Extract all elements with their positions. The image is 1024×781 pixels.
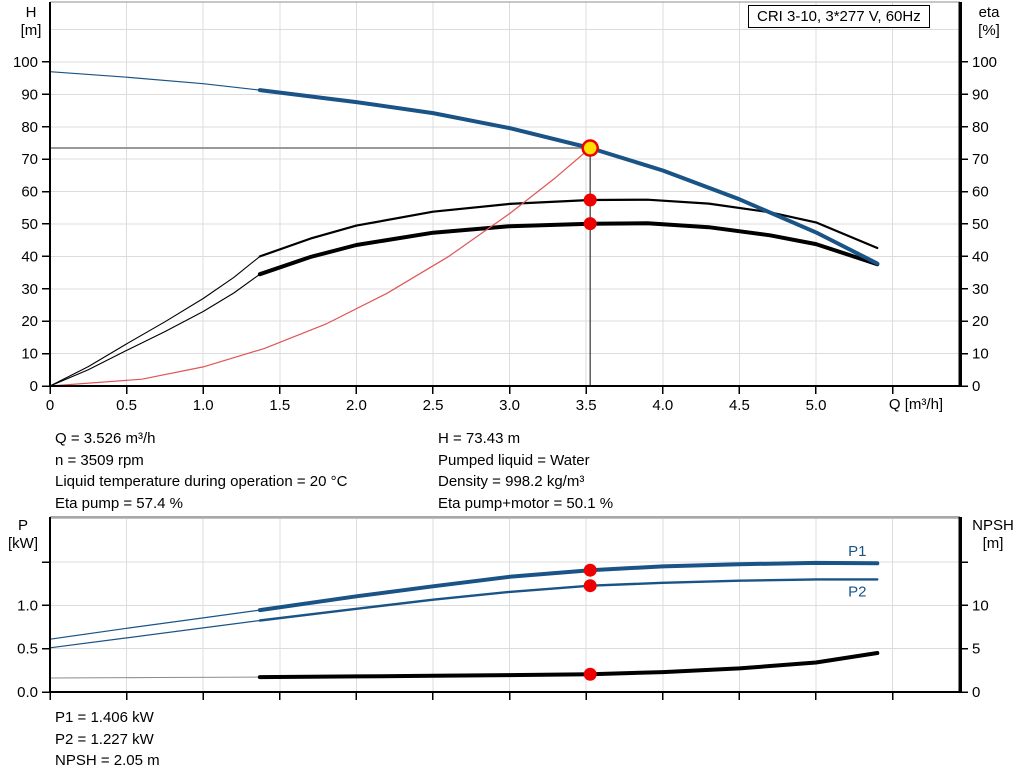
- y2-axis-title-npsh-line2: [m]: [982, 535, 1004, 552]
- p2-curve: [258, 578, 879, 622]
- power-info: P1 = 1.406 kW P2 = 1.227 kW NPSH = 2.05 …: [55, 707, 160, 772]
- x-axis-tick-label: 3.0: [499, 397, 520, 414]
- y-axis-title-head: H [m]: [6, 4, 56, 40]
- info-line-npsh: NPSH = 2.05 m: [55, 752, 160, 769]
- x-axis-unit-label: Q [m³/h]: [888, 396, 944, 413]
- y2-axis-title-eta-line1: eta: [978, 4, 1000, 21]
- x-axis-tick-label: 5.0: [806, 397, 827, 414]
- y-axis-tick-label: 0.5: [17, 641, 38, 658]
- y-axis-title-head-line2: [m]: [20, 22, 42, 39]
- y-axis-tick-label: 80: [972, 119, 989, 136]
- p1-duty-dot: [583, 563, 597, 577]
- y-axis-tick-label: 0: [972, 378, 980, 395]
- y-axis-tick-label: 70: [972, 151, 989, 168]
- y-axis-tick-label: 100: [972, 54, 997, 71]
- y-axis-tick-label: 90: [972, 86, 989, 103]
- npsh-curve: [257, 651, 880, 680]
- p2-duty-dot: [583, 579, 597, 593]
- x-axis-tick-label: 4.5: [729, 397, 750, 414]
- y-axis-tick-label: 30: [21, 281, 38, 298]
- y-axis-tick-label: 70: [21, 151, 38, 168]
- eta-pump-motor-curve: [257, 221, 880, 277]
- y-axis-tick-label: 50: [972, 216, 989, 233]
- y-axis-tick-label: 10: [972, 346, 989, 363]
- y-axis-tick-label: 50: [21, 216, 38, 233]
- info-line-head: H = 73.43 m: [438, 430, 521, 447]
- y-axis-tick-label: 10: [972, 597, 989, 614]
- head-curve-thin: [49, 71, 261, 91]
- y-axis-title-power-line2: [kW]: [8, 535, 38, 552]
- info-line-liquid-temp: Liquid temperature during operation = 20…: [55, 473, 348, 490]
- system-curve: [49, 147, 591, 387]
- y-axis-title-head-line1: H: [25, 4, 37, 21]
- y-axis-tick-label: 100: [13, 54, 38, 71]
- info-line-pumped-liquid: Pumped liquid = Water: [438, 451, 590, 469]
- info-line-q: Q = 3.526 m³/h: [55, 430, 156, 447]
- chart-title-box: CRI 3-10, 3*277 V, 60Hz: [748, 5, 930, 28]
- x-axis-tick-label: 2.0: [346, 397, 367, 414]
- y-axis-title-power: P [kW]: [0, 517, 46, 553]
- npsh-curve-thin: [49, 676, 261, 679]
- x-axis-tick-label: 2.5: [423, 397, 444, 414]
- p1-curve-thin: [49, 609, 261, 640]
- power-npsh-chart: 0.0 0.5 1.0 0 5 10 P1 P2: [17, 515, 989, 701]
- x-axis-tick-label: 0: [46, 397, 54, 414]
- eta-pump-curve-thin: [49, 255, 261, 387]
- y-axis-tick-label: 0: [972, 684, 980, 701]
- info-line-eta-pump-motor: Eta pump+motor = 50.1 %: [438, 494, 614, 512]
- hq-eta-chart: 0 0.5 1.0 1.5 2.0 2.5 3.0 3.5 4.0 4.5 5.0 0 10 20 30 40…: [13, 1, 997, 414]
- p2-curve-thin: [49, 619, 261, 649]
- info-line-speed: n = 3509 rpm: [55, 451, 144, 469]
- p2-curve-label: P2: [848, 584, 866, 601]
- eta-pump-duty-dot: [583, 193, 597, 207]
- x-axis-tick-label: 1.0: [193, 397, 214, 414]
- eta-pump-motor-curve-thin: [49, 273, 261, 387]
- info-line-p1: P1 = 1.406 kW: [55, 709, 154, 726]
- x-axis-tick-label: 0.5: [116, 397, 137, 414]
- y-axis-tick-label: 30: [972, 281, 989, 298]
- y2-axis-title-npsh-line1: NPSH: [972, 517, 1014, 534]
- duty-point[interactable]: [581, 139, 599, 157]
- x-axis-tick-label: 3.5: [576, 397, 597, 414]
- x-axis-tick-label: 4.0: [652, 397, 673, 414]
- y2-axis-title-eta: eta [%]: [963, 4, 1015, 40]
- eta-pump-motor-duty-dot: [583, 217, 597, 231]
- info-line-p2: P2 = 1.227 kW: [55, 730, 154, 748]
- y-axis-tick-label: 80: [21, 119, 38, 136]
- y-axis-tick-label: 40: [21, 248, 38, 265]
- x-axis-tick-label: 1.5: [269, 397, 290, 414]
- y-axis-tick-label: 5: [972, 641, 980, 658]
- info-line-eta-pump: Eta pump = 57.4 %: [55, 494, 183, 512]
- y-axis-title-power-line1: P: [17, 517, 28, 534]
- y-axis-tick-label: 0: [30, 378, 38, 395]
- npsh-duty-dot: [583, 667, 597, 681]
- y2-axis-title-npsh: NPSH [m]: [965, 517, 1021, 553]
- y-axis-tick-label: 1.0: [17, 597, 38, 614]
- y-axis-tick-label: 60: [972, 184, 989, 201]
- y-axis-tick-label: 40: [972, 248, 989, 265]
- p1-curve-label: P1: [848, 543, 866, 560]
- y-axis-tick-label: 60: [21, 184, 38, 201]
- y-axis-tick-label: 10: [21, 346, 38, 363]
- y-axis-tick-label: 0.0: [17, 684, 38, 701]
- info-line-density: Density = 998.2 kg/m³: [438, 473, 585, 490]
- y-axis-tick-label: 20: [21, 313, 38, 330]
- y-axis-tick-label: 20: [972, 313, 989, 330]
- duty-info-right: H = 73.43 m Pumped liquid = Water Densit…: [438, 428, 613, 514]
- y-axis-tick-label: 90: [21, 86, 38, 103]
- y2-axis-title-eta-line2: [%]: [978, 22, 1000, 39]
- duty-info-left: Q = 3.526 m³/h n = 3509 rpm Liquid tempe…: [55, 428, 347, 514]
